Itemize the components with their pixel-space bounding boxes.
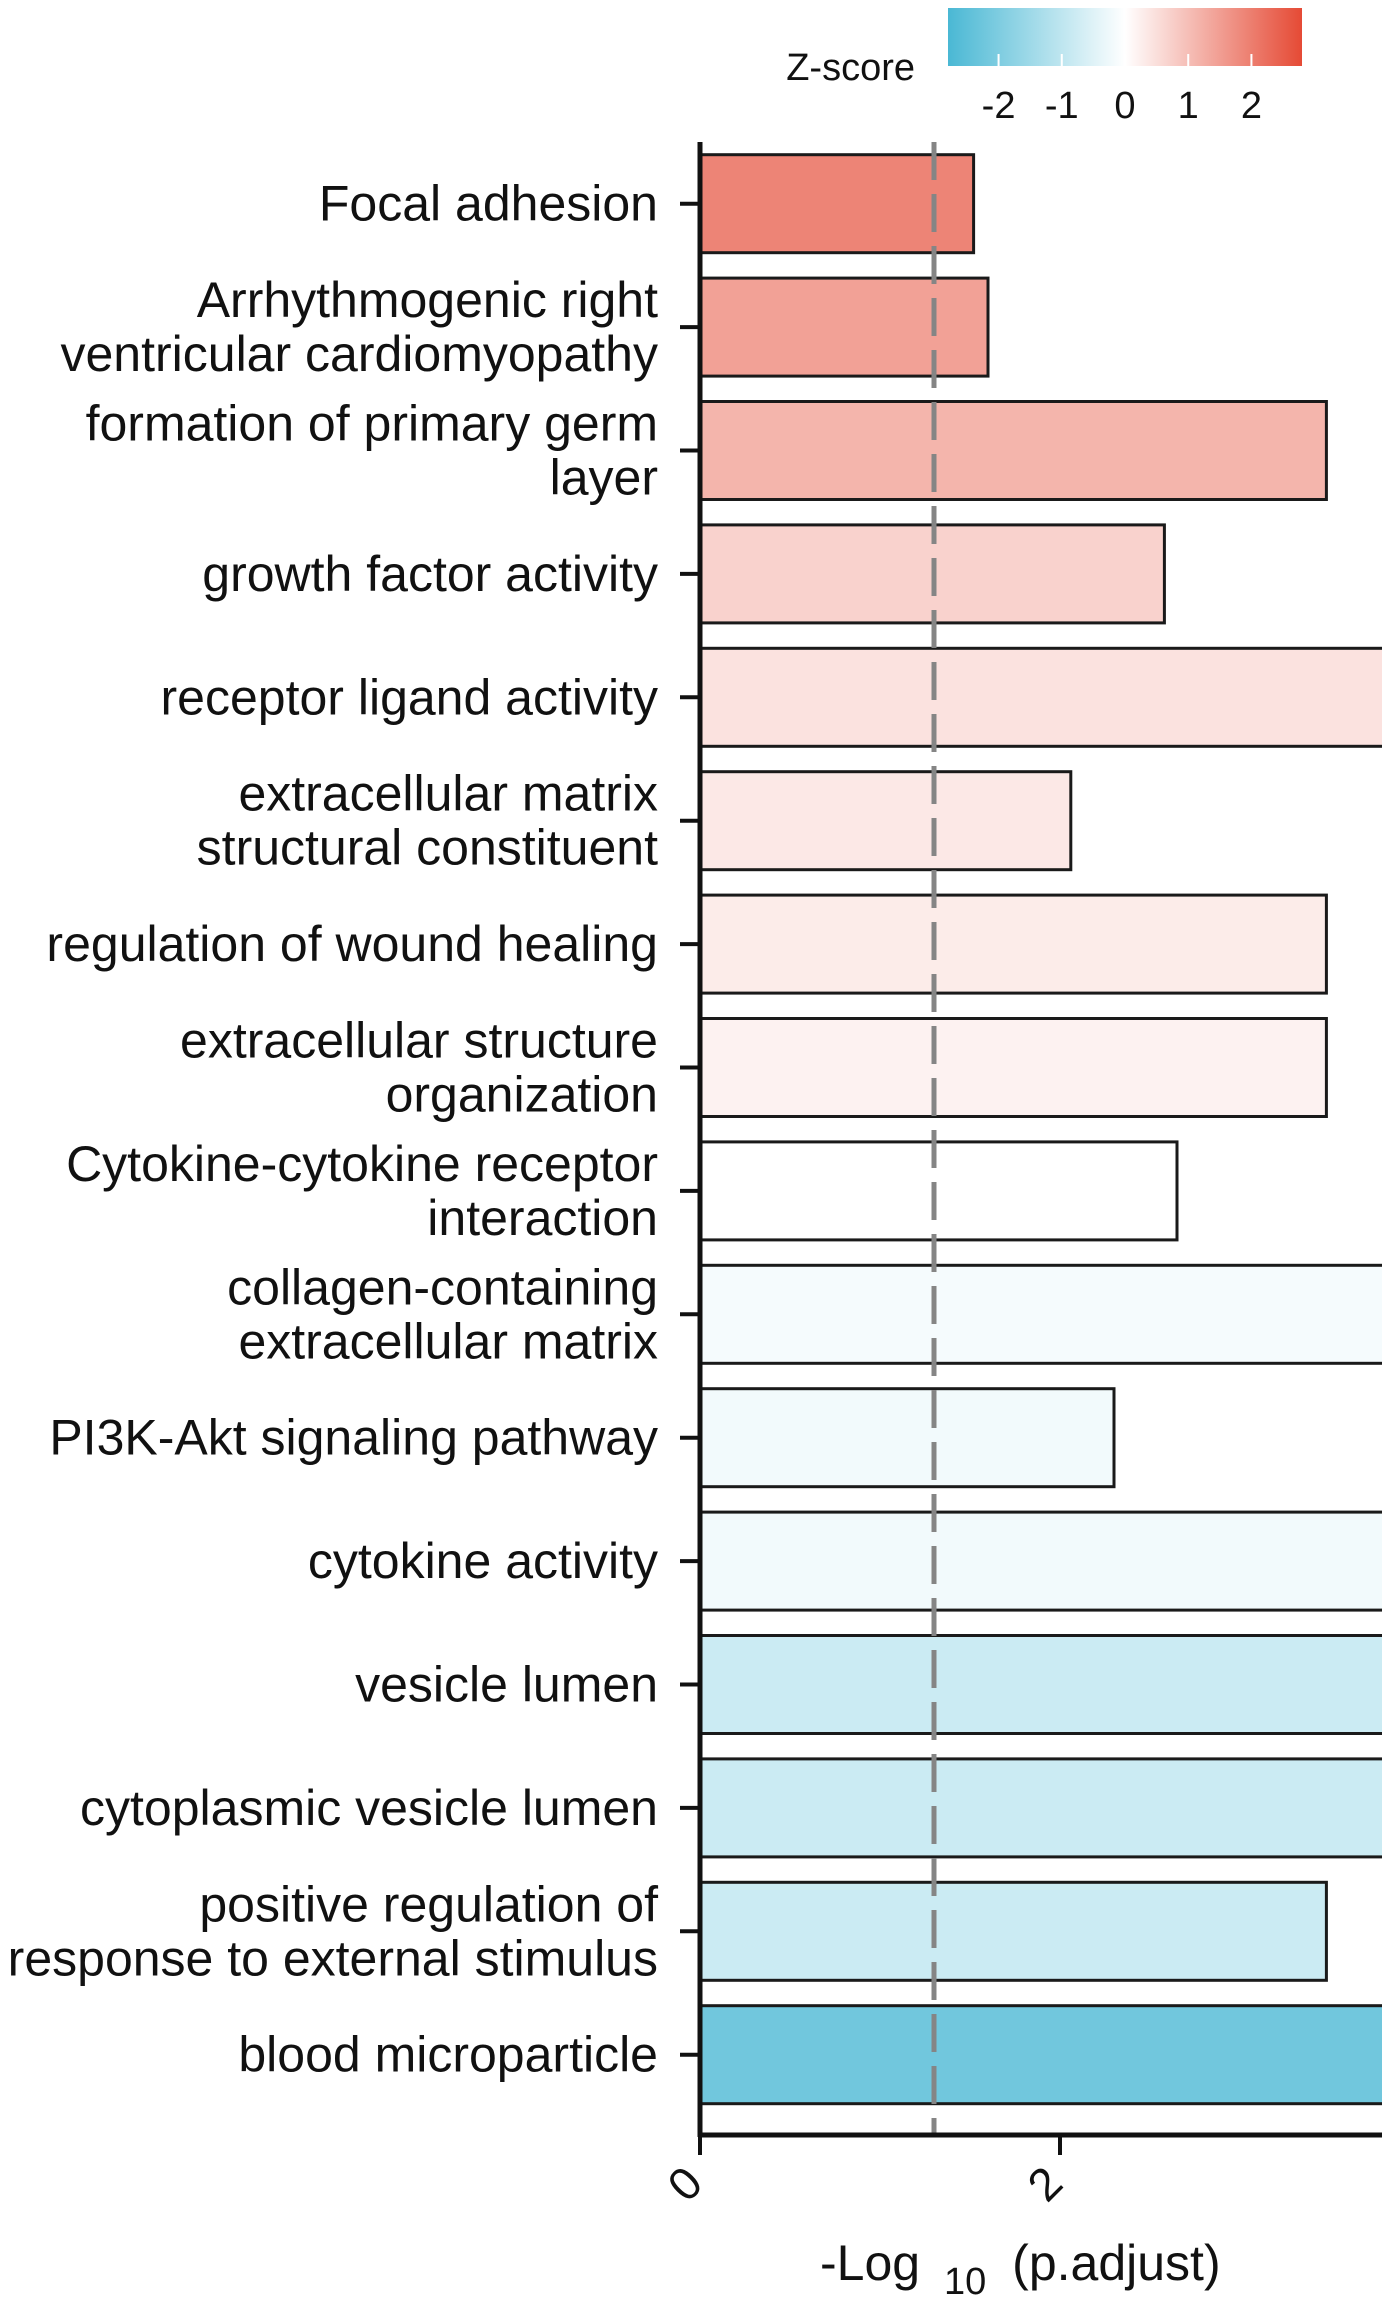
category-label-line: formation of primary germ <box>86 396 658 452</box>
category-label: vesicle lumen <box>355 1657 658 1713</box>
bar <box>698 1017 1328 1118</box>
category-label-line: layer <box>550 450 658 506</box>
category-label-line: organization <box>386 1067 658 1123</box>
category-label: cytoplasmic vesicle lumen <box>80 1780 658 1836</box>
colorbar-tick-label: -2 <box>982 85 1016 127</box>
bar <box>698 1140 1179 1242</box>
x-tick-label: 2 <box>1017 2156 1072 2211</box>
x-axis-title-tail: (p.adjust) <box>1012 2235 1220 2291</box>
category-label-line: Cytokine-cytokine receptor <box>66 1136 658 1192</box>
category-label: blood microparticle <box>238 2027 658 2083</box>
x-axis-title-main: -Log <box>820 2235 920 2291</box>
category-label: cytokine activity <box>308 1533 658 1589</box>
category-label: Focal adhesion <box>319 176 658 232</box>
bar <box>698 1757 1382 1859</box>
category-label: PI3K-Akt signaling pathway <box>49 1410 658 1466</box>
category-label-line: extracellular matrix <box>238 1313 658 1369</box>
bar <box>698 893 1328 995</box>
category-label-line: blood microparticle <box>238 2027 658 2083</box>
bar <box>698 770 1073 872</box>
bar <box>698 400 1328 501</box>
category-label: extracellular matrix structural constitue… <box>197 766 658 876</box>
bar-series <box>698 153 1382 2106</box>
category-label-line: interaction <box>427 1190 658 1246</box>
category-label-line: receptor ligand activity <box>161 669 658 725</box>
category-label-line: positive regulation of <box>199 1876 658 1932</box>
category-label-line: cytokine activity <box>308 1533 658 1589</box>
x-ticks: 0246 <box>657 2135 1382 2211</box>
bar <box>698 1387 1116 1489</box>
colorbar-tick-label: 2 <box>1241 85 1262 127</box>
category-label-line: Arrhythmogenic right <box>197 272 658 328</box>
bar <box>698 1510 1382 1612</box>
category-label-line: Focal adhesion <box>319 176 658 232</box>
x-tick-label: 0 <box>657 2156 712 2211</box>
category-label-line: collagen-containing <box>227 1259 658 1315</box>
colorbar-tick-label: -1 <box>1045 85 1079 127</box>
colorbar-title: Z-score <box>786 47 915 89</box>
category-label-line: ventricular cardiomyopathy <box>61 326 659 382</box>
colorbar: -2 -1 0 1 2 Z-score <box>786 8 1302 127</box>
category-label: Cytokine-cytokine receptor interaction <box>66 1136 658 1246</box>
category-label: Arrhythmogenic right ventricular cardiomy… <box>61 272 659 382</box>
bar <box>698 1880 1328 1982</box>
category-label: regulation of wound healing <box>46 916 658 972</box>
category-label-line: response to external stimulus <box>8 1930 658 1986</box>
category-label: formation of primary germ layer <box>86 396 658 506</box>
category-label-line: extracellular matrix <box>238 766 658 822</box>
category-label: collagen-containing extracellular matrix <box>227 1259 658 1369</box>
x-tick-label: 4 <box>1377 2156 1382 2211</box>
colorbar-tick-label: 1 <box>1178 85 1199 127</box>
category-label-line: PI3K-Akt signaling pathway <box>49 1410 658 1466</box>
x-axis-title: -Log 10 (p.adjust) <box>820 2235 1221 2305</box>
category-label-line: vesicle lumen <box>355 1657 658 1713</box>
bar <box>698 276 990 378</box>
colorbar-tick-label: 0 <box>1114 85 1135 127</box>
bar <box>698 1634 1382 1735</box>
category-label: growth factor activity <box>202 546 658 602</box>
category-labels: Focal adhesion Arrhythmogenic right ventri… <box>8 176 658 2083</box>
bar <box>698 2004 1382 2106</box>
category-label: positive regulation of response to extern… <box>8 1876 658 1986</box>
category-label-line: extracellular structure <box>180 1013 658 1069</box>
bar <box>698 646 1382 748</box>
category-label-line: growth factor activity <box>202 546 658 602</box>
category-label-line: structural constituent <box>197 820 658 876</box>
bar <box>698 1263 1382 1365</box>
x-axis-title-subscript: 10 <box>944 2261 986 2303</box>
category-label: receptor ligand activity <box>161 669 658 725</box>
category-label-line: regulation of wound healing <box>46 916 658 972</box>
category-label-line: cytoplasmic vesicle lumen <box>80 1780 658 1836</box>
axes <box>680 142 1382 2138</box>
category-label: extracellular structure organization <box>180 1013 658 1123</box>
